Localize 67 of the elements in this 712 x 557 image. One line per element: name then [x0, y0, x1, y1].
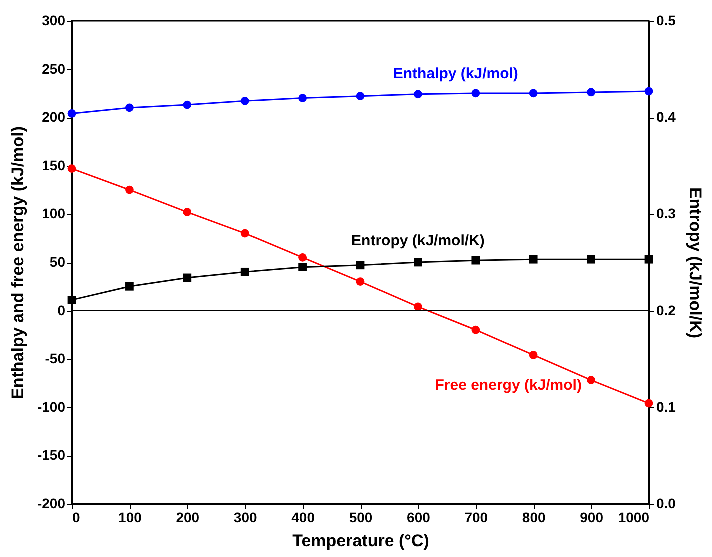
point [183, 274, 192, 282]
y-tick-label: 250 [42, 60, 66, 77]
point [240, 268, 250, 276]
point [356, 92, 365, 101]
point [126, 104, 134, 112]
x-tick-label: 300 [234, 510, 258, 526]
x-tick-label: 800 [522, 510, 546, 526]
y-tick-label: -200 [37, 496, 66, 512]
x-tick-label: 100 [118, 510, 142, 526]
point [414, 90, 422, 99]
series-label: Free energy (kJ/mol) [435, 377, 582, 394]
point [298, 263, 307, 272]
y2-tick-label: 0.0 [656, 496, 676, 512]
y2-tick-label: 0.4 [656, 109, 676, 126]
y-tick-label: 200 [42, 109, 66, 126]
x-tick-label: 400 [292, 510, 316, 526]
point [240, 97, 250, 106]
point [356, 278, 365, 286]
y-tick-label: -50 [45, 350, 66, 367]
point [472, 256, 480, 265]
point [68, 296, 76, 304]
y2-tick-label: 0.5 [656, 12, 676, 28]
point [183, 100, 192, 110]
point [356, 261, 365, 270]
x-axis-title: Temperature (°C) [292, 532, 430, 550]
point [414, 302, 422, 312]
y-tick-label: 0 [58, 302, 66, 318]
point [529, 255, 538, 264]
y2-axis-title: Entropy (kJ/mol/K) [686, 187, 705, 339]
y2-tick-label: 0.2 [656, 302, 676, 318]
point [644, 255, 654, 264]
y-tick-label: 300 [42, 12, 66, 28]
point [240, 229, 250, 238]
point [529, 351, 538, 360]
point [472, 89, 480, 98]
point [529, 89, 538, 98]
y2-tick-label: 0.3 [656, 206, 676, 222]
y-tick-label: -150 [37, 447, 66, 464]
point [587, 255, 596, 264]
x-tick-label: 700 [464, 510, 488, 526]
point [298, 253, 307, 262]
point [298, 94, 307, 102]
point [126, 186, 134, 194]
series-label: Entropy (kJ/mol/K) [352, 232, 485, 250]
x-tick-label: 0 [72, 510, 80, 526]
y-tick-label: 50 [50, 254, 66, 270]
y-tick-label: 100 [42, 206, 66, 222]
x-tick-label: 1000 [618, 510, 650, 526]
point [472, 326, 480, 334]
x-tick-label: 200 [176, 510, 200, 526]
point [644, 87, 654, 96]
x-tick-label: 900 [580, 510, 604, 526]
x-tick-label: 500 [349, 510, 373, 526]
y-tick-label: 150 [42, 157, 66, 174]
point [183, 208, 192, 216]
point [126, 282, 134, 291]
point [644, 399, 654, 408]
y-axis-title: Enthalpy and free energy (kJ/mol) [8, 126, 28, 400]
y2-tick-label: 0.1 [656, 398, 676, 415]
point [587, 88, 596, 97]
y-tick-label: -100 [37, 398, 66, 415]
point [587, 376, 596, 385]
series-label: Enthalpy (kJ/mol) [393, 65, 518, 82]
point [414, 258, 422, 267]
point [68, 110, 76, 118]
point [68, 164, 76, 173]
x-tick-label: 600 [407, 510, 431, 526]
